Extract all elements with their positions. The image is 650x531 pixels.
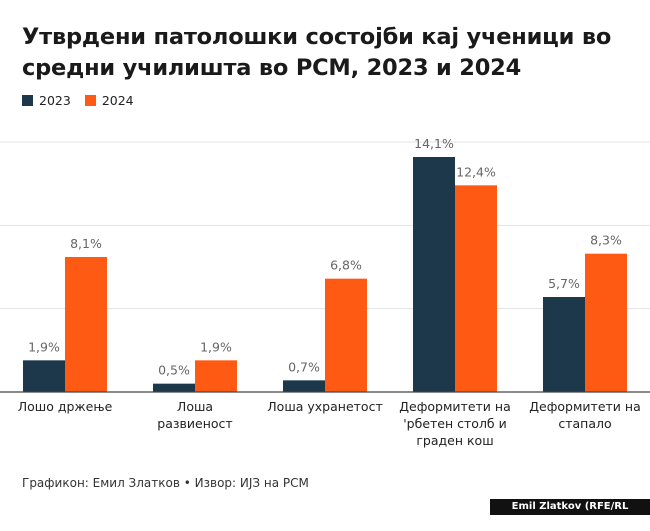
bar-2023 [283, 380, 325, 392]
chart-title: Утврдени патолошки состојби кај ученици … [22, 24, 612, 81]
legend: 2023 2024 [22, 93, 148, 108]
category-label: граден кош [416, 433, 493, 448]
data-label: 6,8% [330, 258, 362, 273]
data-label: 0,5% [158, 363, 190, 378]
source-note: Графикон: Емил Златков • Извор: ИЈЗ на Р… [22, 476, 309, 490]
category-label: Деформитети на [399, 399, 510, 414]
category-label: Лоша [177, 399, 213, 414]
data-label: 5,7% [548, 276, 580, 291]
data-label: 1,9% [200, 339, 232, 354]
data-label: 0,7% [288, 359, 320, 374]
data-label: 12,4% [456, 164, 496, 179]
data-label: 14,1% [414, 136, 454, 151]
bar-2023 [413, 157, 455, 392]
category-label: Деформитети на [529, 399, 640, 414]
bar-2024 [65, 257, 107, 392]
category-label: развиеност [157, 416, 232, 431]
bar-chart: 1,9% 8,1% Лошо држење 0,5% 1,9% Лоша развиенос… [0, 136, 650, 448]
bar-2024 [585, 253, 627, 392]
category-label: стапало [558, 416, 611, 431]
data-label: 8,3% [590, 233, 622, 248]
category-label: Лошо држење [18, 399, 113, 414]
bar-2024 [455, 185, 497, 392]
category-label: 'рбетен столб и [403, 416, 507, 431]
bar-2024 [325, 278, 367, 392]
bar-2024 [195, 360, 237, 392]
bar-2023 [153, 383, 195, 392]
legend-label-2023: 2023 [39, 93, 71, 108]
legend-item-2024: 2024 [84, 93, 134, 108]
credit-badge: Emil Zlatkov (RFE/RL Graphics) [490, 499, 650, 528]
bar-2023 [543, 297, 585, 392]
legend-swatch-2023 [22, 95, 33, 106]
category-label: Лоша ухранетост [267, 399, 382, 414]
legend-item-2023: 2023 [22, 93, 71, 108]
data-label: 1,9% [28, 339, 60, 354]
legend-label-2024: 2024 [101, 93, 134, 108]
legend-swatch-2024 [84, 95, 96, 106]
data-label: 8,1% [70, 236, 102, 251]
bar-2023 [23, 360, 65, 392]
